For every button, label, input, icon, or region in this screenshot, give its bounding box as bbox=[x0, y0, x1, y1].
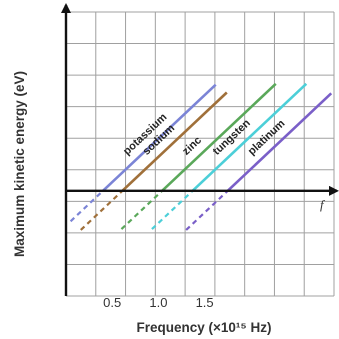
zinc-extrapolated-line bbox=[120, 190, 163, 230]
x-axis-label: Frequency (×10¹⁵ Hz) bbox=[137, 320, 272, 335]
platinum-extrapolated-line bbox=[185, 190, 229, 231]
sodium-extrapolated-line bbox=[80, 190, 124, 231]
tungsten-line bbox=[191, 82, 308, 192]
series-tungsten: tungsten bbox=[151, 82, 308, 230]
platinum-label: platinum bbox=[246, 117, 288, 157]
x-axis-symbol: f bbox=[320, 197, 326, 212]
zinc-line bbox=[161, 82, 277, 192]
potassium-extrapolated-line bbox=[69, 190, 104, 223]
x-tick-label: 0.5 bbox=[103, 295, 121, 310]
potassium-line bbox=[102, 83, 217, 192]
axes: f bbox=[61, 3, 339, 296]
y-axis-label: Maximum kinetic energy (eV) bbox=[12, 71, 27, 257]
tungsten-extrapolated-line bbox=[151, 190, 194, 230]
x-tick-label: 1.5 bbox=[196, 295, 214, 310]
x-tick-labels: 0.5 1.0 1.5 bbox=[103, 295, 213, 310]
platinum-line bbox=[226, 92, 333, 192]
series-sodium: sodium bbox=[80, 91, 228, 231]
x-tick-label: 1.0 bbox=[149, 295, 167, 310]
series-platinum: platinum bbox=[185, 92, 333, 231]
grid bbox=[65, 11, 335, 297]
sodium-line bbox=[121, 91, 228, 192]
